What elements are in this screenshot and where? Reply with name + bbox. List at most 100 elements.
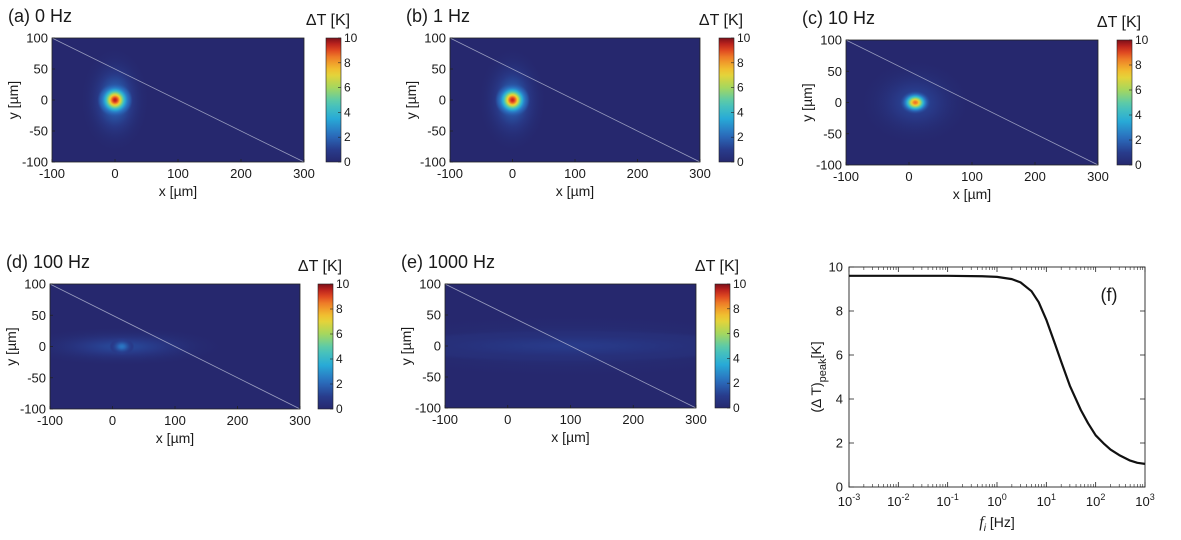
y-axis-label: y [µm] — [398, 327, 414, 365]
y-tick-label: -50 — [422, 370, 441, 385]
x-tick-label: 10-1 — [936, 492, 958, 509]
x-tick-label: 103 — [1135, 492, 1154, 509]
diagonal-line — [52, 38, 304, 162]
heat-hotspot — [495, 82, 530, 118]
diagonal-line — [450, 38, 700, 162]
colorbar-tick-label: 8 — [344, 56, 351, 70]
x-tick-label: 100 — [987, 492, 1006, 509]
x-tick-label: 0 — [905, 169, 912, 184]
colorbar: 10 8 6 4 2 0 ΔT [K] — [699, 12, 751, 169]
y-tick-label: -100 — [420, 155, 446, 170]
y-tick-label: -50 — [427, 124, 446, 139]
colorbar-tick-label: 10 — [344, 31, 358, 45]
y-tick-label: 0 — [41, 93, 48, 108]
heat-hotspot — [898, 90, 932, 115]
colorbar-tick-label: 8 — [733, 302, 740, 316]
y-tick-label: 8 — [836, 304, 843, 319]
colorbar-scale — [714, 283, 731, 409]
colorbar-tick-label: 10 — [1135, 33, 1149, 47]
x-tick-label: 300 — [689, 166, 711, 181]
x-tick-label: 200 — [627, 166, 649, 181]
diagonal-line — [50, 284, 300, 409]
y-tick-label: 50 — [32, 308, 46, 323]
y-axis-label: y [µm] — [799, 83, 815, 121]
colorbar-tick-label: 4 — [1135, 108, 1142, 122]
x-axis-label: fi [Hz] — [979, 514, 1014, 534]
colorbar-tick-label: 2 — [737, 130, 744, 144]
colorbar-label: ΔT [K] — [695, 258, 739, 275]
x-axis-label: x [µm] — [156, 430, 194, 446]
panel-title: (d) 100 Hz — [6, 252, 90, 272]
colorbar-tick-label: 2 — [733, 376, 740, 390]
x-axis-label: x [µm] — [556, 183, 594, 199]
x-tick-label: 0 — [504, 412, 511, 427]
colorbar-tick-label: 2 — [336, 377, 343, 391]
x-tick-label: 102 — [1086, 492, 1105, 509]
y-tick-label: 100 — [424, 31, 446, 46]
y-tick-label: 50 — [427, 308, 441, 323]
diagonal-line — [846, 40, 1098, 165]
x-tick-label: 101 — [1037, 492, 1056, 509]
x-tick-label: -100 — [37, 413, 63, 428]
colorbar-tick-label: 2 — [1135, 133, 1142, 147]
x-tick-label: 200 — [622, 412, 644, 427]
y-tick-label: 100 — [24, 277, 46, 292]
y-tick-label: -100 — [415, 401, 441, 416]
colorbar-tick-label: 0 — [737, 155, 744, 169]
colorbar-tick-label: 10 — [336, 277, 350, 291]
x-tick-label: -100 — [432, 412, 458, 427]
panel-title: (e) 1000 Hz — [401, 252, 495, 272]
x-tick-label: 200 — [227, 413, 249, 428]
colorbar-tick-label: 6 — [1135, 83, 1142, 97]
colorbar-tick-label: 4 — [336, 352, 343, 366]
series-line — [849, 274, 1146, 465]
x-tick-label: 0 — [109, 413, 116, 428]
y-tick-label: 10 — [829, 260, 843, 275]
colorbar-tick-label: 8 — [336, 302, 343, 316]
x-axis-label: x [µm] — [551, 429, 589, 445]
y-tick-label: 0 — [39, 339, 46, 354]
colorbar-tick-label: 6 — [737, 81, 744, 95]
panel-title: (a) 0 Hz — [8, 6, 72, 26]
x-tick-label: 100 — [564, 166, 586, 181]
colorbar-scale — [718, 37, 735, 163]
y-tick-label: -50 — [27, 370, 46, 385]
y-tick-label: 100 — [419, 277, 441, 292]
x-tick-label: -100 — [39, 166, 65, 181]
colorbar-tick-label: 0 — [733, 401, 740, 415]
y-axis-label: (Δ T)peak[K] — [808, 341, 829, 412]
y-tick-label: 0 — [434, 339, 441, 354]
colorbar-scale — [1116, 39, 1133, 166]
y-tick-label: 50 — [432, 62, 446, 77]
x-tick-label: -100 — [833, 169, 859, 184]
colorbar-tick-label: 4 — [733, 351, 740, 365]
y-tick-label: 2 — [836, 436, 843, 451]
heatmap-field — [50, 284, 300, 409]
y-tick-label: 0 — [836, 480, 843, 495]
x-tick-label: 300 — [289, 413, 311, 428]
diagonal-line — [445, 284, 696, 408]
heat-hotspot — [109, 337, 135, 356]
y-tick-label: -100 — [22, 155, 48, 170]
colorbar-scale — [317, 283, 334, 410]
y-tick-label: -50 — [29, 124, 48, 139]
colorbar: 10 8 6 4 2 0 ΔT [K] — [695, 258, 747, 415]
heatmap-field — [52, 38, 304, 162]
y-axis-label: y [µm] — [403, 81, 419, 119]
x-tick-label: -100 — [437, 166, 463, 181]
x-tick-label: 100 — [961, 169, 983, 184]
x-tick-label: 10-3 — [838, 492, 860, 509]
colorbar-tick-label: 0 — [336, 402, 343, 416]
x-tick-label: 10-2 — [887, 492, 909, 509]
y-axis-label: y [µm] — [5, 81, 21, 119]
panel-title: (b) 1 Hz — [406, 6, 470, 26]
colorbar: 10 8 6 4 2 0 ΔT [K] — [298, 258, 350, 416]
x-tick-label: 0 — [509, 166, 516, 181]
colorbar-tick-label: 10 — [733, 277, 747, 291]
colorbar-tick-label: 4 — [344, 105, 351, 119]
panel-title: (c) 10 Hz — [802, 8, 875, 28]
